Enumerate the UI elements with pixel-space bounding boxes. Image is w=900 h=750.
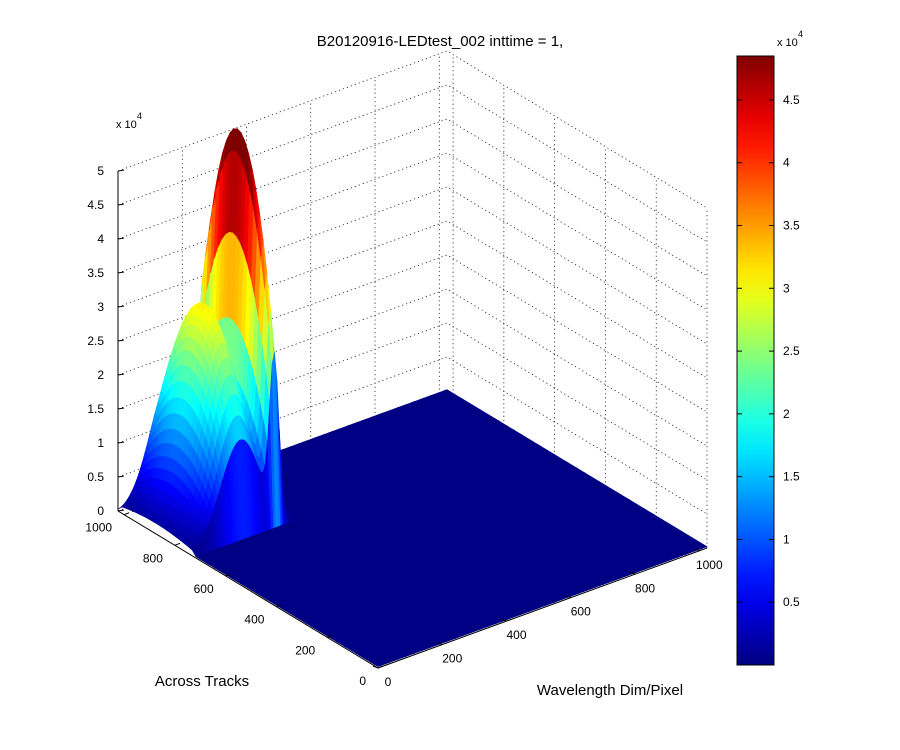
grid-line-z: [117, 84, 708, 243]
grid-line-z: [117, 50, 708, 209]
surface-plot: [117, 127, 708, 667]
